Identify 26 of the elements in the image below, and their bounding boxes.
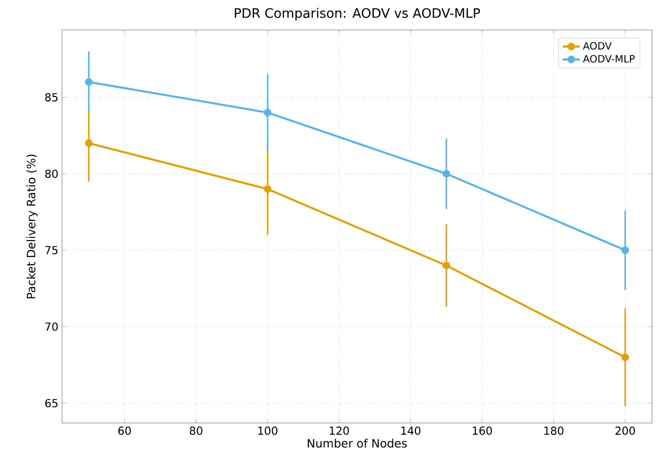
point [85,78,93,86]
x-tick-label: 180 [544,426,564,435]
point [264,185,272,193]
point [442,262,450,270]
x-axis-title: Number of Nodes [308,438,407,448]
y-tick-label: 70 [45,322,58,331]
chart-title: PDR Comparison: AODV vs AODV-MLP [234,8,480,20]
x-tick-label: 140 [401,426,420,435]
y-tick-label: 75 [45,246,58,254]
point [85,139,93,147]
x-tick-label: 120 [330,426,349,435]
x-tick-label: 100 [258,426,278,435]
legend-label: AODV [582,42,612,50]
y-tick-label: 80 [45,170,58,178]
point [621,246,629,254]
y-tick-label: 85 [45,93,58,102]
x-tick-label: 80 [190,426,202,435]
y-axis-title: Packet Delivery Ratio (%) [26,154,38,298]
legend-label: AODV-MLP [582,54,635,63]
y-tick-label: 65 [45,398,58,408]
point [264,108,272,116]
point [621,353,629,362]
point [442,170,450,178]
x-tick-label: 160 [472,426,492,435]
x-tick-label: 200 [615,426,635,435]
x-tick-label: 60 [118,426,131,435]
